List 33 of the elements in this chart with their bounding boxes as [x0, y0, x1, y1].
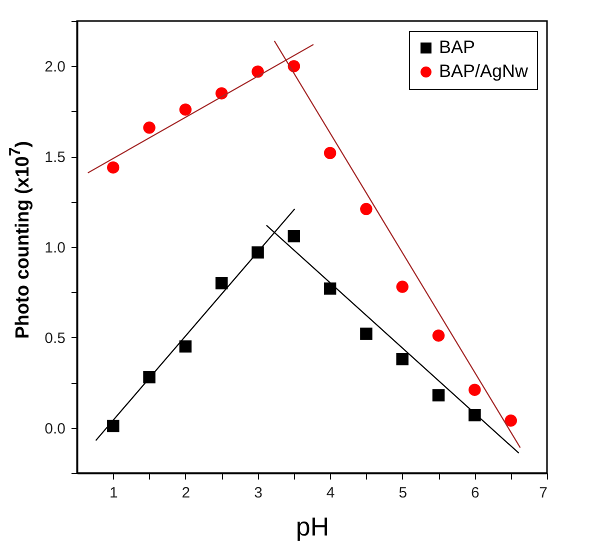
- point: [107, 161, 120, 174]
- x-tick-label: 1: [109, 484, 118, 502]
- x-tick-label: 6: [471, 484, 480, 502]
- y-tick-label: 0.5: [44, 330, 66, 347]
- legend-label: BAP: [439, 37, 476, 57]
- x-tick-label: 3: [254, 484, 262, 502]
- point: [432, 389, 445, 402]
- point: [360, 328, 372, 340]
- point: [143, 371, 156, 384]
- point: [107, 420, 120, 432]
- point: [324, 146, 336, 160]
- y-tick-label: 1.0: [44, 240, 66, 256]
- point: [179, 103, 192, 116]
- y-tick-label: 2.0: [44, 58, 66, 76]
- y-tick-label: 0.0: [44, 420, 66, 438]
- point: [179, 340, 192, 353]
- point: [432, 329, 445, 342]
- point: [396, 352, 409, 366]
- point: [215, 277, 228, 290]
- x-axis-title: pH: [296, 512, 330, 542]
- y-tick-label: 1.5: [44, 149, 66, 166]
- point: [504, 414, 517, 427]
- point: [468, 409, 481, 422]
- x-tick-label: 7: [539, 484, 548, 502]
- x-tick-label: 5: [398, 484, 408, 502]
- legend-label: BAP/AgNw: [439, 61, 530, 81]
- x-tick-label: 2: [182, 484, 190, 502]
- x-tick-label: 4: [326, 484, 335, 502]
- point: [143, 122, 156, 134]
- point: [288, 230, 300, 242]
- point: [396, 280, 409, 293]
- point: [360, 202, 372, 216]
- point: [468, 384, 481, 396]
